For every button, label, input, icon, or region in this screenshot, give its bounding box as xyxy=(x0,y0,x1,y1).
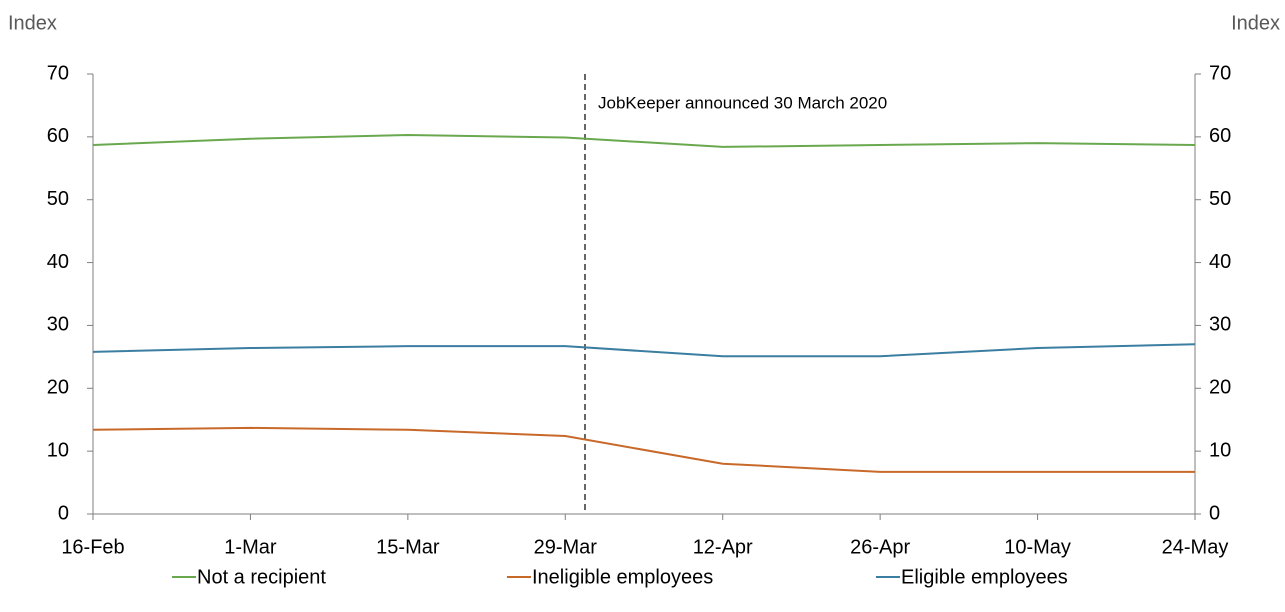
y-tick-label: 20 xyxy=(47,377,69,399)
y-tick-label: 40 xyxy=(47,251,69,273)
y2-tick-label: 30 xyxy=(1209,314,1231,336)
y2-tick-label: 40 xyxy=(1209,251,1231,273)
series-line xyxy=(92,343,1196,358)
y2-tick-label: 0 xyxy=(1209,502,1220,524)
x-tick-label: 10-May xyxy=(1004,536,1071,558)
legend-label: Not a recipient xyxy=(197,566,326,588)
series-line xyxy=(92,133,1196,148)
legend-label: Eligible employees xyxy=(901,566,1068,588)
x-tick-label: 1-Mar xyxy=(224,536,277,558)
y-tick-label: 10 xyxy=(47,439,69,461)
x-tick-label: 24-May xyxy=(1162,536,1229,558)
y-axis-title: Index xyxy=(8,12,57,34)
x-tick-label: 29-Mar xyxy=(534,536,598,558)
y2-tick-label: 70 xyxy=(1209,62,1231,84)
y-tick-label: 30 xyxy=(47,314,69,336)
y2-tick-label: 10 xyxy=(1209,439,1231,461)
annotation: JobKeeper announced 30 March 2020 xyxy=(598,93,887,112)
y-tick-label: 70 xyxy=(47,62,69,84)
series-line xyxy=(92,426,1195,473)
y-tick-label: 0 xyxy=(58,502,69,524)
legend-label: Ineligible employees xyxy=(532,566,713,588)
y2-tick-label: 60 xyxy=(1209,125,1231,147)
y2-tick-label: 50 xyxy=(1209,188,1231,210)
x-tick-label: 26-Apr xyxy=(850,536,910,558)
y-tick-label: 60 xyxy=(47,125,69,147)
y-tick-label: 50 xyxy=(47,188,69,210)
y2-axis-title: Index xyxy=(1231,12,1280,34)
x-tick-label: 16-Feb xyxy=(61,536,124,558)
x-tick-label: 15-Mar xyxy=(376,536,440,558)
y2-tick-label: 20 xyxy=(1209,377,1231,399)
x-tick-label: 12-Apr xyxy=(693,536,753,558)
